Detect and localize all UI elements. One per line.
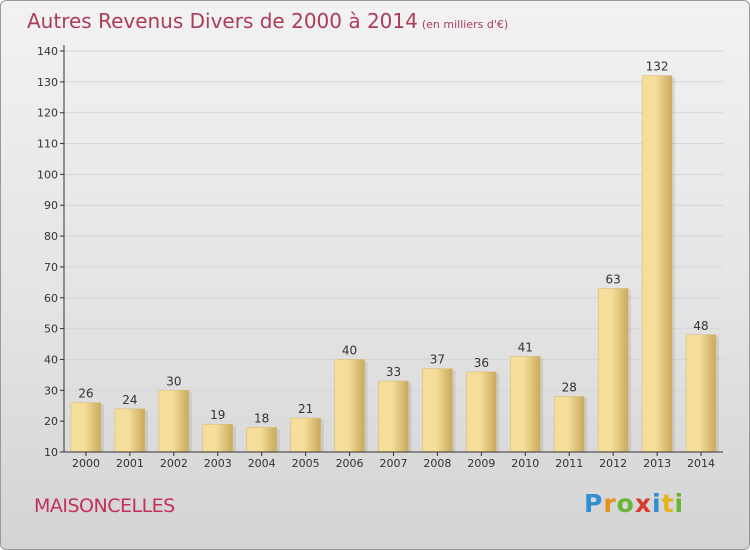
x-tick-label: 2003 — [204, 457, 232, 470]
bar — [685, 334, 717, 453]
bar — [290, 417, 321, 453]
x-tick-label: 2004 — [248, 457, 276, 470]
y-tick-label: 70 — [44, 261, 58, 274]
title-text: Autres Revenus Divers de 2000 à 2014 — [27, 9, 418, 33]
x-tick-label: 2007 — [380, 457, 408, 470]
data-label: 40 — [342, 343, 357, 357]
data-label: 48 — [693, 319, 708, 333]
bar — [597, 288, 629, 453]
data-label: 30 — [166, 374, 181, 388]
data-label: 24 — [122, 393, 137, 407]
proxiti-logo[interactable]: Proxiti — [584, 489, 685, 518]
y-tick-label: 10 — [44, 446, 58, 459]
bar — [553, 396, 585, 453]
y-tick-label: 130 — [37, 76, 58, 89]
axes — [60, 45, 723, 456]
x-tick-label: 2011 — [555, 457, 583, 470]
y-tick-label: 40 — [44, 353, 58, 366]
data-label: 63 — [606, 273, 621, 287]
y-tick-label: 30 — [44, 384, 58, 397]
y-tick-label: 50 — [44, 323, 58, 336]
bar — [202, 423, 234, 453]
x-tick-label: 2001 — [116, 457, 144, 470]
bar — [466, 371, 497, 453]
bar — [422, 368, 453, 453]
x-tick-label: 2013 — [643, 457, 671, 470]
x-tick-label: 2005 — [292, 457, 320, 470]
data-label: 33 — [386, 365, 401, 379]
chart-title: Autres Revenus Divers de 2000 à 2014 (en … — [27, 9, 508, 33]
data-label: 19 — [210, 408, 225, 422]
bar — [246, 427, 277, 453]
data-label: 28 — [562, 380, 577, 394]
x-tick-label: 2014 — [687, 457, 715, 470]
y-tick-label: 20 — [44, 415, 58, 428]
y-tick-label: 80 — [44, 230, 58, 243]
data-label: 41 — [518, 340, 533, 354]
x-tick-label: 2000 — [72, 457, 100, 470]
labels: 10 20 30 40 50 60 70 80 90 100 110 120 130 140 26 2000 2… — [37, 45, 715, 470]
bar — [641, 75, 673, 453]
y-tick-label: 110 — [37, 138, 58, 151]
bar — [378, 380, 409, 453]
y-tick-label: 90 — [44, 199, 58, 212]
bar — [114, 408, 146, 453]
x-tick-label: 2006 — [336, 457, 364, 470]
x-tick-label: 2012 — [599, 457, 627, 470]
x-tick-label: 2010 — [511, 457, 539, 470]
y-tick-label: 60 — [44, 292, 58, 305]
bar — [509, 356, 541, 453]
x-tick-label: 2002 — [160, 457, 188, 470]
data-label: 37 — [430, 353, 445, 367]
bar — [70, 402, 102, 453]
data-label: 21 — [298, 402, 313, 416]
x-tick-label: 2008 — [423, 457, 451, 470]
y-tick-label: 140 — [37, 45, 58, 58]
data-label: 18 — [254, 411, 269, 425]
data-label: 26 — [78, 387, 93, 401]
unit-label: (en milliers d'€) — [421, 18, 509, 31]
x-tick-label: 2009 — [467, 457, 495, 470]
y-tick-label: 120 — [37, 107, 58, 120]
data-label: 132 — [646, 60, 669, 74]
data-label: 36 — [474, 356, 489, 370]
bars — [70, 75, 720, 453]
bar — [158, 390, 190, 453]
bar — [334, 359, 365, 453]
y-tick-label: 100 — [37, 168, 58, 181]
town-name: MAISONCELLES — [34, 495, 175, 517]
